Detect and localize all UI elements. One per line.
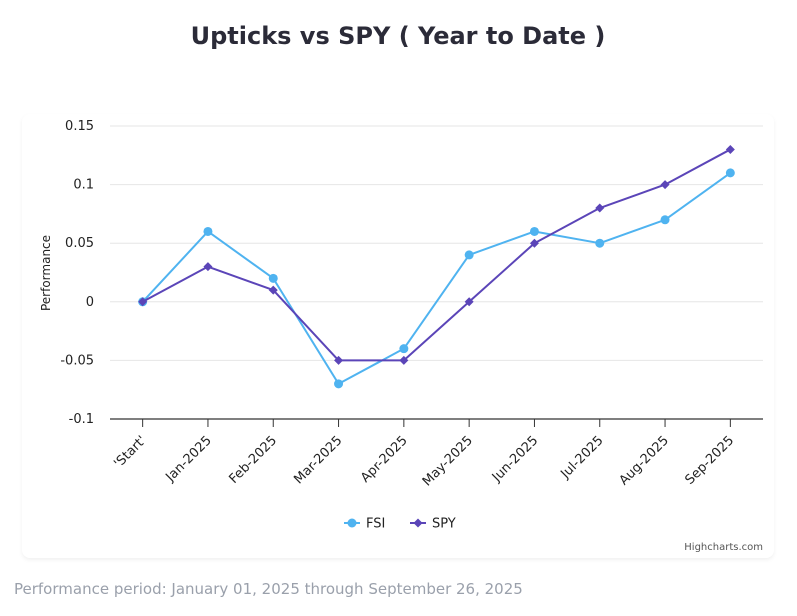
x-tick-label: 'Start' [111,433,149,471]
chart-title: Upticks vs SPY ( Year to Date ) [191,22,606,50]
data-point-fsi[interactable] [334,379,344,389]
legend-symbol-spy [413,518,423,528]
data-point-spy[interactable] [203,262,213,272]
data-point-spy[interactable] [399,355,409,365]
x-tick-label: Jan-2025 [163,433,215,485]
chart-svg: Upticks vs SPY ( Year to Date ) 0.150.10… [39,22,763,553]
data-point-spy[interactable] [334,355,344,365]
y-tick-label: 0 [86,295,94,310]
series-fsi [138,168,735,389]
performance-period-note: Performance period: January 01, 2025 thr… [14,580,523,598]
x-tick-label: Jul-2025 [557,433,606,482]
x-tick-label: Mar-2025 [291,433,345,487]
credits-link[interactable]: Highcharts.com [684,542,763,553]
y-tick-label: 0.05 [65,236,94,251]
series-layer [138,144,735,389]
x-tick-label: Aug-2025 [617,433,672,488]
data-point-fsi[interactable] [529,226,539,236]
series-line-fsi [141,171,732,385]
y-tick-label: 0.15 [65,119,94,134]
data-point-fsi[interactable] [595,238,605,248]
data-point-spy[interactable] [529,238,539,248]
legend-item-spy[interactable]: SPY [410,517,456,532]
series-spy [138,144,735,365]
y-axis: 0.15 0.1 0.05 0 -0.05 -0.1 [60,119,94,427]
y-axis-title: Performance [39,235,53,311]
data-point-fsi[interactable] [725,168,735,178]
x-tick-label: May-2025 [420,433,476,489]
legend-symbol-fsi [347,518,357,528]
y-tick-label: -0.05 [60,353,94,368]
x-tick-label: Sep-2025 [683,433,738,488]
data-point-spy[interactable] [268,285,278,295]
legend-item-fsi[interactable]: FSI [344,517,385,532]
data-point-spy[interactable] [464,297,474,307]
x-axis: 'Start' Jan-2025 Feb-2025 Mar-2025 Apr-2025 M… [111,419,737,489]
data-point-fsi[interactable] [399,344,409,354]
data-point-spy[interactable] [138,297,148,307]
legend: FSI SPY [344,517,456,532]
data-point-spy[interactable] [660,180,670,190]
data-point-fsi[interactable] [203,226,213,236]
data-point-fsi[interactable] [268,273,278,283]
legend-label-fsi: FSI [366,517,385,532]
data-point-spy[interactable] [595,203,605,213]
y-tick-label: 0.1 [73,178,94,193]
x-tick-label: Apr-2025 [358,433,411,486]
x-tick-label: Feb-2025 [226,433,280,487]
series-line-spy [141,148,732,362]
data-point-spy[interactable] [725,144,735,154]
data-point-fsi[interactable] [464,250,474,260]
legend-label-spy: SPY [432,517,456,532]
grid-layer [110,125,763,420]
y-tick-label: -0.1 [69,412,94,427]
data-point-fsi[interactable] [660,215,670,225]
x-tick-label: Jun-2025 [489,433,541,485]
